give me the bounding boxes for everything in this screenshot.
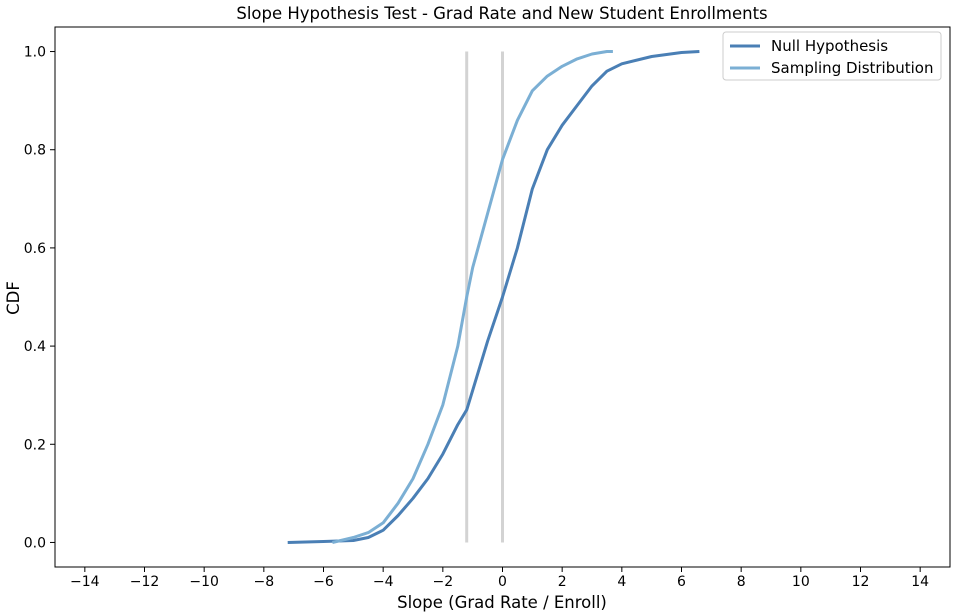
x-tick-label: 10 (792, 574, 810, 590)
y-tick-label: 0.0 (24, 535, 46, 551)
x-tick-label: −10 (189, 574, 219, 590)
y-tick-label: 0.6 (24, 241, 46, 257)
x-tick-label: 2 (558, 574, 567, 590)
sampling-distribution-line (332, 50, 613, 544)
x-tick-label: −8 (254, 574, 275, 590)
null-hypothesis-line (287, 50, 700, 544)
x-tick-label: 4 (617, 574, 626, 590)
x-tick-label: −2 (433, 574, 454, 590)
y-tick-label: 1.0 (24, 45, 46, 61)
x-axis-label: Slope (Grad Rate / Enroll) (397, 593, 607, 612)
legend: Null Hypothesis Sampling Distribution (722, 31, 942, 81)
chart-title: Slope Hypothesis Test - Grad Rate and Ne… (236, 4, 767, 23)
y-tick-label: 0.4 (24, 339, 46, 355)
x-tick-label: −12 (130, 574, 160, 590)
plot-frame (54, 26, 951, 568)
y-tick-label: 0.2 (24, 437, 46, 453)
x-tick-label: −6 (313, 574, 334, 590)
legend-box (722, 31, 942, 81)
x-tick-label: 6 (677, 574, 686, 590)
y-axis-label: CDF (4, 281, 23, 315)
x-tick-label: 0 (498, 574, 507, 590)
x-tick-label: −4 (373, 574, 394, 590)
legend-sampling-label: Sampling Distribution (771, 59, 934, 77)
x-tick-label: 12 (852, 574, 870, 590)
x-tick-label: 14 (911, 574, 929, 590)
x-tick-label: −14 (70, 574, 100, 590)
legend-null-label: Null Hypothesis (771, 37, 888, 55)
y-tick-label: 0.8 (24, 143, 46, 159)
x-tick-label: 8 (737, 574, 746, 590)
